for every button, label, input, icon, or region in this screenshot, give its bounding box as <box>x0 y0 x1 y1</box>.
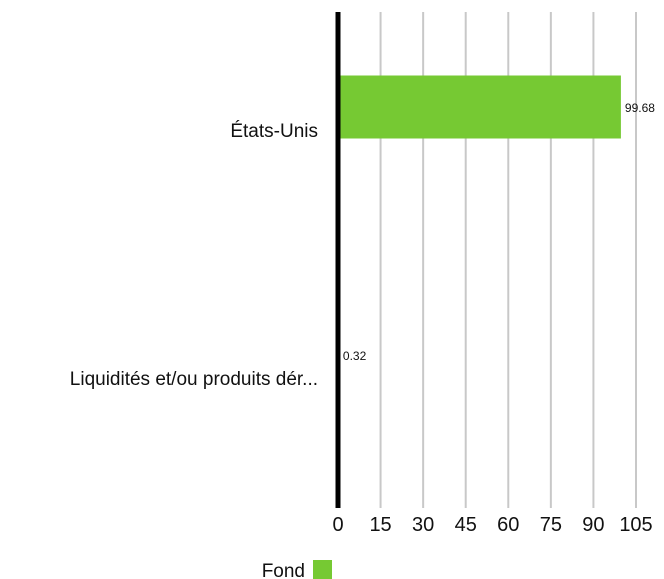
legend: Fond <box>262 560 332 579</box>
legend-swatch <box>313 560 332 579</box>
data-label: 99.68 <box>625 101 655 115</box>
bar <box>338 75 621 139</box>
category-label: Liquidités et/ou produits dér... <box>70 369 318 390</box>
x-tick-label: 15 <box>369 514 391 536</box>
category-label: États-Unis <box>230 121 318 142</box>
x-tick-label: 105 <box>619 514 652 536</box>
x-tick-label: 0 <box>332 514 343 536</box>
legend-label: Fond <box>262 561 305 579</box>
data-label: 0.32 <box>343 349 367 363</box>
x-tick-label: 30 <box>412 514 434 536</box>
labels: 0 15 30 45 60 75 90 105 États-Unis 99.68 Liquidité… <box>70 101 655 536</box>
x-tick-label: 45 <box>455 514 477 536</box>
x-tick-label: 75 <box>540 514 562 536</box>
x-tick-label: 90 <box>582 514 604 536</box>
x-tick-label: 60 <box>497 514 519 536</box>
